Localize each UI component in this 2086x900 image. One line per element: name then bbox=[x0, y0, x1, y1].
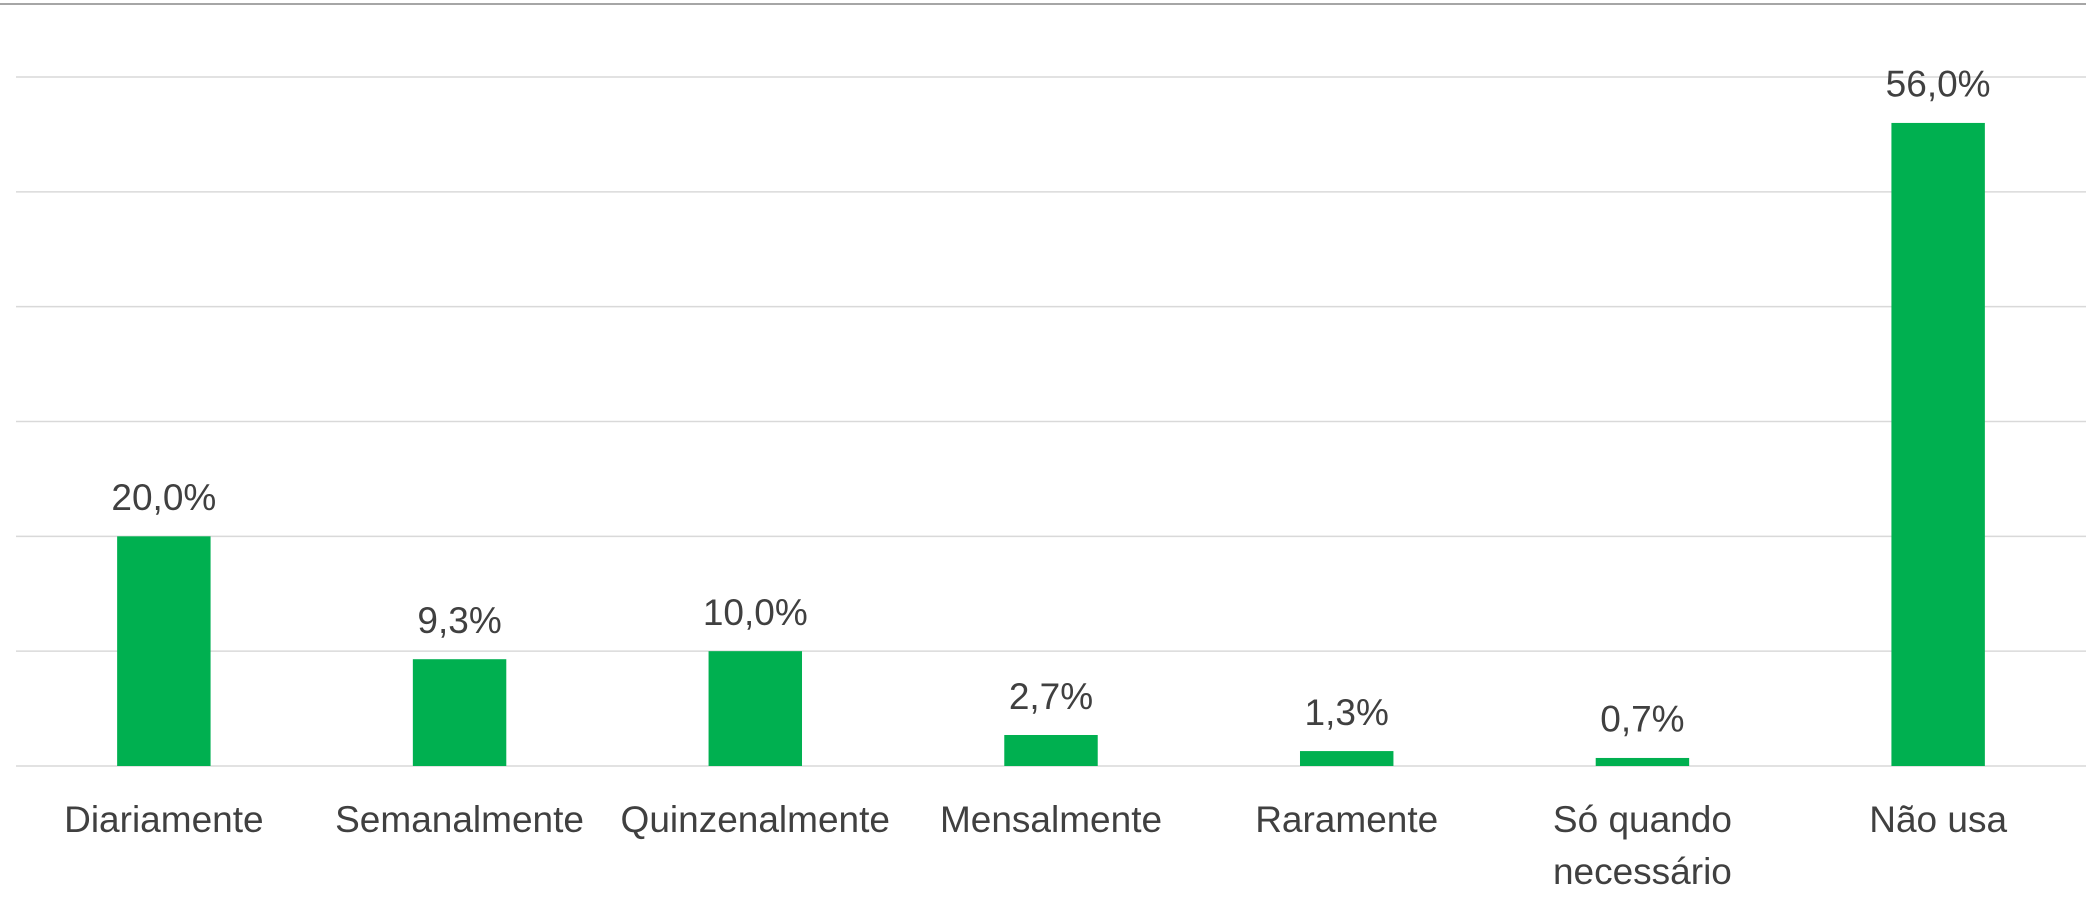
data-label: 2,7% bbox=[1009, 676, 1093, 717]
bar bbox=[1595, 757, 1690, 766]
x-tick-label: Mensalmente bbox=[940, 799, 1162, 840]
x-tick-label: Só quando necessário bbox=[1553, 799, 1732, 892]
bar bbox=[708, 651, 803, 766]
bar bbox=[117, 536, 211, 766]
bar bbox=[412, 659, 507, 766]
x-tick-label: Não usa bbox=[1869, 799, 2007, 840]
data-label: 10,0% bbox=[703, 592, 808, 633]
bar bbox=[1004, 734, 1098, 766]
data-label: 1,3% bbox=[1305, 692, 1389, 733]
data-label: 20,0% bbox=[111, 477, 216, 518]
data-label: 0,7% bbox=[1600, 699, 1684, 740]
x-tick-label: Semanalmente bbox=[335, 799, 584, 840]
data-label: 9,3% bbox=[417, 600, 501, 641]
data-label: 56,0% bbox=[1886, 64, 1991, 105]
bar bbox=[1299, 751, 1394, 766]
x-tick-label: Quinzenalmente bbox=[621, 799, 890, 840]
x-tick-label: Raramente bbox=[1255, 799, 1438, 840]
x-tick-label: Diariamente bbox=[64, 799, 263, 840]
bar bbox=[1891, 122, 1985, 766]
